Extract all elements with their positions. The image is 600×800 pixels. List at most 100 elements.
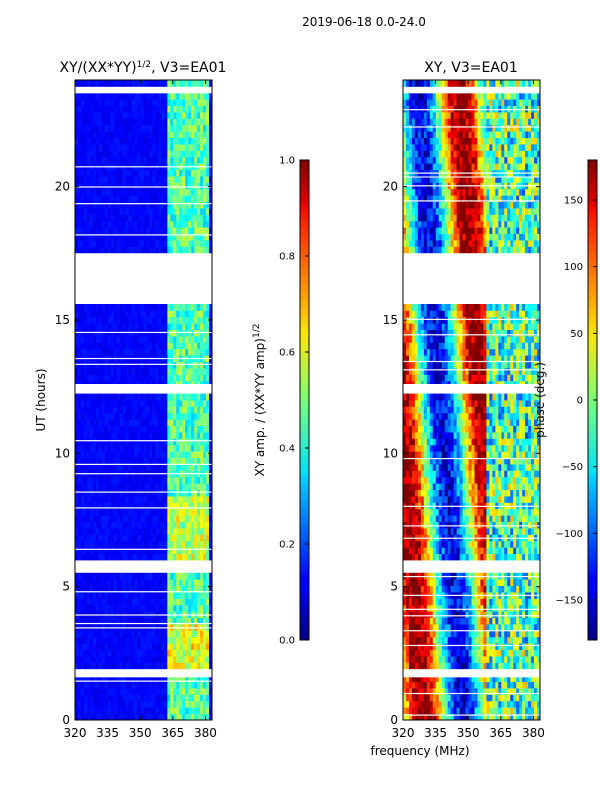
heatmap-cell: [182, 169, 186, 177]
heatmap-cell: [173, 547, 177, 554]
heatmap-cell: [483, 624, 487, 631]
heatmap-cell: [441, 636, 446, 644]
heatmap-cell: [137, 99, 141, 106]
heatmap-cell: [158, 99, 162, 106]
heatmap-cell: [170, 508, 174, 516]
heatmap-cell: [92, 342, 97, 350]
heatmap-cell: [77, 707, 82, 714]
heatmap-cell: [179, 432, 183, 439]
heatmap-cell: [140, 214, 144, 222]
heatmap-cell: [110, 201, 115, 209]
heatmap-cell: [185, 700, 189, 708]
heatmap-cell: [173, 336, 177, 343]
heatmap-cell: [104, 540, 109, 548]
heatmap-cell: [194, 489, 198, 497]
heatmap-cell: [83, 521, 88, 529]
heatmap-cell: [426, 675, 431, 682]
heatmap-cell: [158, 374, 162, 382]
heatmap-cell: [110, 688, 115, 695]
heatmap-cell: [128, 598, 132, 606]
heatmap-cell: [200, 502, 204, 510]
heatmap-cell: [471, 617, 475, 625]
heatmap-cell: [155, 438, 159, 446]
heatmap-cell: [161, 214, 165, 222]
heatmap-cell: [101, 444, 106, 452]
heatmap-cell: [110, 483, 115, 490]
heatmap-cell: [128, 220, 132, 228]
heatmap-cell: [158, 124, 162, 132]
heatmap-cell: [77, 137, 82, 145]
heatmap-cell: [167, 195, 171, 202]
heatmap-cell: [203, 617, 207, 625]
heatmap-cell: [77, 412, 82, 420]
heatmap-cell: [98, 393, 103, 401]
heatmap-cell: [95, 323, 100, 330]
heatmap-cell: [444, 604, 449, 612]
heatmap-cell: [122, 150, 127, 158]
heatmap-cell: [75, 105, 79, 113]
heatmap-cell: [128, 150, 132, 158]
heatmap-cell: [447, 656, 452, 663]
heatmap-cell: [429, 707, 434, 714]
heatmap-cell: [83, 476, 88, 484]
heatmap-cell: [149, 400, 153, 407]
heatmap-cell: [170, 400, 174, 407]
heatmap-cell: [128, 304, 132, 311]
heatmap-cell: [116, 432, 121, 439]
heatmap-cell: [164, 534, 168, 542]
heatmap-cell: [119, 643, 124, 650]
heatmap-cell: [459, 630, 463, 638]
heatmap-cell: [134, 476, 138, 484]
heatmap-cell: [170, 419, 174, 426]
heatmap-cell: [104, 214, 109, 222]
heatmap-cell: [116, 137, 121, 145]
heatmap-cell: [83, 150, 88, 158]
heatmap-cell: [110, 118, 115, 126]
heatmap-cell: [113, 502, 118, 510]
heatmap-cell: [131, 700, 135, 708]
heatmap-cell: [164, 432, 168, 439]
heatmap-cell: [152, 336, 156, 343]
heatmap-cell: [176, 92, 180, 100]
heatmap-cell: [152, 176, 156, 183]
heatmap-cell: [128, 617, 132, 625]
heatmap-cell: [203, 489, 207, 497]
heatmap-cell: [113, 438, 118, 446]
heatmap-cell: [495, 630, 499, 638]
heatmap-cell: [203, 169, 207, 177]
heatmap-cell: [122, 412, 127, 420]
heatmap-cell: [188, 438, 192, 446]
heatmap-cell: [164, 528, 168, 535]
heatmap-cell: [507, 700, 511, 708]
heatmap-cell: [131, 579, 135, 586]
heatmap-cell: [143, 425, 147, 433]
heatmap-cell: [161, 521, 165, 529]
heatmap-cell: [450, 643, 455, 650]
heatmap-cell: [432, 630, 437, 638]
heatmap-cell: [209, 412, 212, 420]
heatmap-cell: [95, 169, 100, 177]
heatmap-cell: [414, 598, 419, 606]
heatmap-cell: [137, 214, 141, 222]
heatmap-cell: [197, 489, 201, 497]
heatmap-cell: [191, 227, 195, 234]
heatmap-cell: [75, 688, 79, 695]
heatmap-cell: [537, 694, 540, 702]
heatmap-cell: [140, 534, 144, 542]
heatmap-cell: [140, 630, 144, 638]
heatmap-cell: [92, 707, 97, 714]
heatmap-cell: [146, 713, 150, 720]
heatmap-cell: [471, 675, 475, 682]
heatmap-cell: [155, 233, 159, 241]
heatmap-cell: [185, 432, 189, 439]
heatmap-cell: [101, 579, 106, 586]
heatmap-cell: [116, 118, 121, 126]
heatmap-cell: [486, 707, 490, 714]
heatmap-cell: [179, 246, 183, 254]
heatmap-cell: [510, 707, 514, 714]
heatmap-cell: [531, 604, 535, 612]
heatmap-cell: [185, 182, 189, 190]
heatmap-cell: [504, 636, 508, 644]
heatmap-cell: [161, 489, 165, 497]
heatmap-cell: [107, 508, 112, 516]
